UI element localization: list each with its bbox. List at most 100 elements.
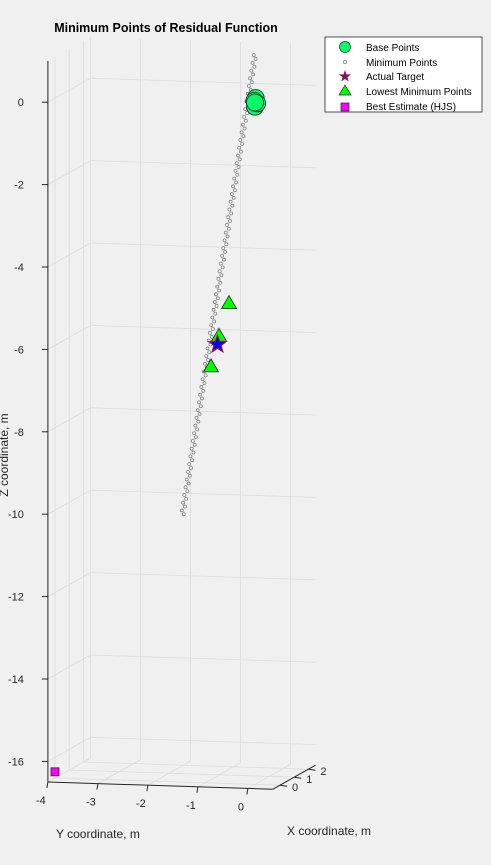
minimum-point — [219, 261, 223, 266]
minimum-point — [197, 412, 202, 416]
minimum-point — [183, 504, 187, 509]
minimum-point — [239, 149, 243, 154]
minimum-point — [195, 427, 200, 432]
minimum-point — [200, 396, 204, 401]
y-tick-mark — [196, 786, 199, 793]
minimum-point — [192, 431, 196, 436]
minimum-point — [231, 196, 236, 200]
minimum-point — [226, 226, 231, 231]
minimum-point — [226, 215, 231, 220]
grid-line — [47, 325, 91, 350]
legend-square-marker — [340, 102, 350, 112]
minimum-point — [190, 439, 195, 443]
minimum-point — [181, 500, 186, 505]
minimum-point — [187, 462, 192, 467]
legend-dot-marker — [342, 59, 348, 65]
y-tick-label: -4 — [36, 795, 46, 807]
legend-item-base-points: Base Points — [339, 41, 419, 54]
legend-label: Base Points — [366, 43, 419, 54]
y-tick-label: -3 — [86, 797, 96, 809]
minimum-point — [248, 76, 253, 81]
minimum-point — [214, 292, 218, 297]
legend-label: Best Estimate (HJS) — [366, 102, 456, 113]
minimum-point — [222, 257, 226, 262]
minimum-point — [249, 68, 254, 73]
grid-line — [47, 407, 91, 433]
minimum-point — [237, 157, 242, 162]
grid — [47, 37, 316, 789]
grid-line — [90, 654, 316, 663]
minimum-point — [225, 234, 230, 239]
minimum-point — [207, 350, 212, 355]
lowest-minimum-point — [202, 358, 220, 373]
minimum-point — [228, 199, 233, 204]
minimum-point — [198, 404, 203, 409]
minimum-point — [245, 111, 249, 115]
minimum-point — [196, 419, 201, 424]
grid-line — [47, 160, 91, 185]
minimum-point — [227, 207, 232, 212]
chart-title: Minimum Points of Residual Function — [54, 21, 278, 35]
legend-item-actual-target: Actual Target — [338, 70, 424, 83]
minimum-point — [211, 307, 216, 312]
x-tick-mark — [279, 784, 288, 787]
minimum-point — [223, 250, 228, 254]
minimum-point — [218, 280, 223, 285]
y-tick-mark — [96, 783, 99, 790]
grid-line — [47, 654, 91, 680]
legend-box — [324, 36, 483, 113]
minimum-point — [189, 446, 194, 451]
minimum-point — [199, 385, 204, 389]
minimum-point — [229, 211, 234, 216]
legend-circle-marker — [339, 41, 351, 53]
minimum-point — [250, 60, 255, 65]
minimum-point — [221, 246, 226, 250]
grid-line — [47, 489, 91, 515]
z-tick-label: -2 — [14, 180, 24, 192]
z-tick-label: -12 — [8, 592, 24, 604]
minimum-point — [193, 423, 198, 428]
axes — [41, 61, 316, 795]
grid-line — [90, 407, 316, 416]
minimum-point — [191, 450, 196, 455]
grid-line — [47, 737, 91, 762]
x-tick-label: 2 — [320, 766, 326, 778]
minimum-point — [238, 138, 243, 142]
grid-line — [90, 325, 316, 333]
legend-triangle-marker — [338, 84, 352, 96]
minimum-point — [220, 265, 225, 270]
minimum-point — [240, 141, 245, 146]
minimum-point — [240, 122, 245, 127]
minimum-point — [251, 72, 256, 77]
grid-line — [47, 572, 91, 597]
minimum-point — [189, 466, 193, 470]
minimum-point — [202, 381, 207, 386]
x-tick-label: 0 — [292, 782, 298, 794]
minimum-point — [205, 346, 210, 351]
minimum-point — [241, 134, 246, 139]
minimum-point — [243, 118, 248, 123]
best-estimate-point — [50, 767, 60, 777]
minimum-point — [208, 331, 212, 335]
minimum-point — [219, 273, 224, 277]
minimum-point — [186, 469, 190, 474]
minimum-point — [232, 188, 237, 193]
grid-line — [90, 572, 316, 581]
legend-item-lowest-minimum-points: Lowest Minimum Points — [338, 84, 472, 98]
minimum-point — [228, 219, 232, 223]
grid-line — [90, 160, 316, 169]
minimum-point — [209, 334, 214, 339]
minimum-point — [235, 172, 240, 177]
y-tick-label: -2 — [136, 798, 146, 810]
minimum-point — [217, 269, 222, 274]
minimum-point — [224, 242, 229, 247]
minimum-point — [220, 253, 225, 258]
minimum-point — [212, 319, 217, 324]
minimum-point — [204, 354, 209, 358]
minimum-point — [182, 493, 187, 497]
minimum-point — [216, 277, 221, 281]
minimum-point — [217, 288, 221, 293]
legend: Base Points Minimum Points Actual Target… — [324, 36, 483, 113]
minimum-point — [252, 64, 257, 69]
